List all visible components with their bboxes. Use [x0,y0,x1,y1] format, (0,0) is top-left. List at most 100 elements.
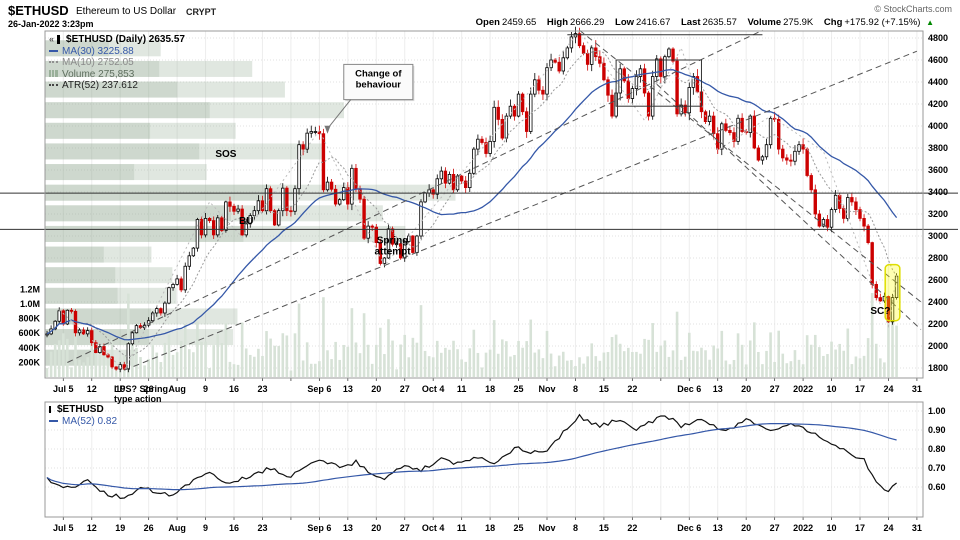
price-axis-label: 2200 [928,319,948,329]
date-axis-label: 13 [713,523,723,533]
last-value: 2635.57 [702,17,737,28]
price-axis-label: 3800 [928,143,948,153]
ma30-line [46,69,898,341]
open-value: 2459.65 [501,17,537,28]
legend-row-ratio-symbol: $ETHUSD [49,404,117,416]
ma52-line [46,423,897,491]
chart-annotation-text: BU [239,216,253,227]
lps-annotation-line1: LPS? Spring [114,384,168,394]
date-axis-label: Nov [538,384,555,394]
legend-row-atr: ATR(52) 237.612 [49,80,185,92]
high-label: High [546,17,569,28]
date-axis-label: Dec 6 [677,384,701,394]
volume-label: Volume [747,17,782,28]
price-axis-label: 2400 [928,297,948,307]
date-axis-label: 18 [485,384,495,394]
atr-line-icon [49,84,58,87]
volume-axis-label: 1.2M [20,284,40,294]
legend-toggle-icon[interactable]: « [49,34,55,44]
date-axis-label: 9 [203,523,208,533]
exchange-tag: CRYPT [186,7,217,17]
date-axis-label: Sep 6 [307,523,331,533]
date-axis-label: 10 [827,523,837,533]
date-axis-label: 20 [741,523,751,533]
volume-value: 275.9K [783,17,814,28]
candlesticks [45,26,899,373]
ma10-line-icon [49,61,58,64]
chart-annotation-text: Spring [377,236,409,247]
date-axis-label: 26 [144,523,154,533]
symbol-name: Ethereum to US Dollar [76,6,177,17]
price-axis-label: 4800 [928,33,948,43]
price-axis-label: 2000 [928,341,948,351]
trendline [656,83,922,330]
date-axis-label: Sep 6 [307,384,331,394]
panel-borders [44,30,924,518]
date-axis-label: 10 [827,384,837,394]
date-axis-label: 23 [257,384,267,394]
note-box [343,63,414,101]
change-up-icon: ▲ [926,18,934,27]
note-arrow-head [324,125,331,134]
date-axis-label: 20 [371,523,381,533]
date-axis-label: Oct 4 [422,384,445,394]
last-candle-highlight [884,263,901,322]
price-axis-label: 3200 [928,209,948,219]
ratio-axis-label: 0.90 [928,425,946,435]
date-axis-label: 13 [343,384,353,394]
chg-value: +175.92 (+7.15%) [844,17,921,28]
note-box-text: behaviour [356,79,402,90]
ratio-axis-label: 1.00 [928,406,946,416]
date-axis-label: Jul 5 [53,523,74,533]
chart-annotation-text: SOS [215,149,236,160]
date-axis-label: 17 [855,523,865,533]
ratio-axis-label: 0.70 [928,463,946,473]
date-axis-label: 11 [457,523,467,533]
date-axis-label: 20 [371,384,381,394]
date-axis-label: 11 [457,384,467,394]
date-axis-label: 27 [770,384,780,394]
low-label: Low [615,17,635,28]
date-axis-label: 27 [400,523,410,533]
date-axis-label: 27 [400,384,410,394]
line-icon [49,405,51,413]
volume-bars [45,293,898,377]
price-axis-label: 1800 [928,363,948,373]
symbol: $ETHUSD [8,3,69,18]
date-axis-label: 13 [713,384,723,394]
date-axis-label: 16 [229,523,239,533]
note-box-text: Change of [355,68,402,79]
price-axis-label: 2600 [928,275,948,285]
chart-datetime: 26-Jan-2022 3:23pm [8,19,94,29]
date-axis-label: 20 [741,384,751,394]
price-axis-label: 4600 [928,55,948,65]
price-axis-label: 2800 [928,253,948,263]
legend-volume-label: Volume 275,853 [62,68,135,80]
ratio-panel-legend: $ETHUSD MA(52) 0.82 [49,404,117,427]
legend-ma30-label: MA(30) 3225.88 [62,45,134,57]
trendline [124,50,918,371]
ma30-line-icon [49,49,58,52]
date-axis-label: 12 [87,384,97,394]
date-axis-label: 25 [514,523,524,533]
ratio-panel-series [46,413,897,500]
main-panel-border [44,30,924,379]
lps-annotation: LPS? Spring type action [114,384,168,404]
date-axis-label: 8 [573,384,578,394]
date-axis-label: 16 [229,384,239,394]
axes: 4800 4600 4400 4200 4000 3800 3600 3400 3200 3000… [18,33,948,533]
date-axis-label: 25 [514,384,524,394]
trendline [67,29,763,363]
date-axis-label: 8 [573,523,578,533]
consolidation-box [615,59,702,107]
date-axis-label: 24 [883,384,893,394]
date-axis-label: 13 [343,523,353,533]
date-axis-label: 15 [599,523,609,533]
date-axis-label: Dec 6 [677,523,701,533]
volume-bars-icon [49,70,58,78]
last-label: Last [681,17,701,28]
volume-axis-label: 200K [18,357,40,367]
volume-by-price [45,40,456,366]
